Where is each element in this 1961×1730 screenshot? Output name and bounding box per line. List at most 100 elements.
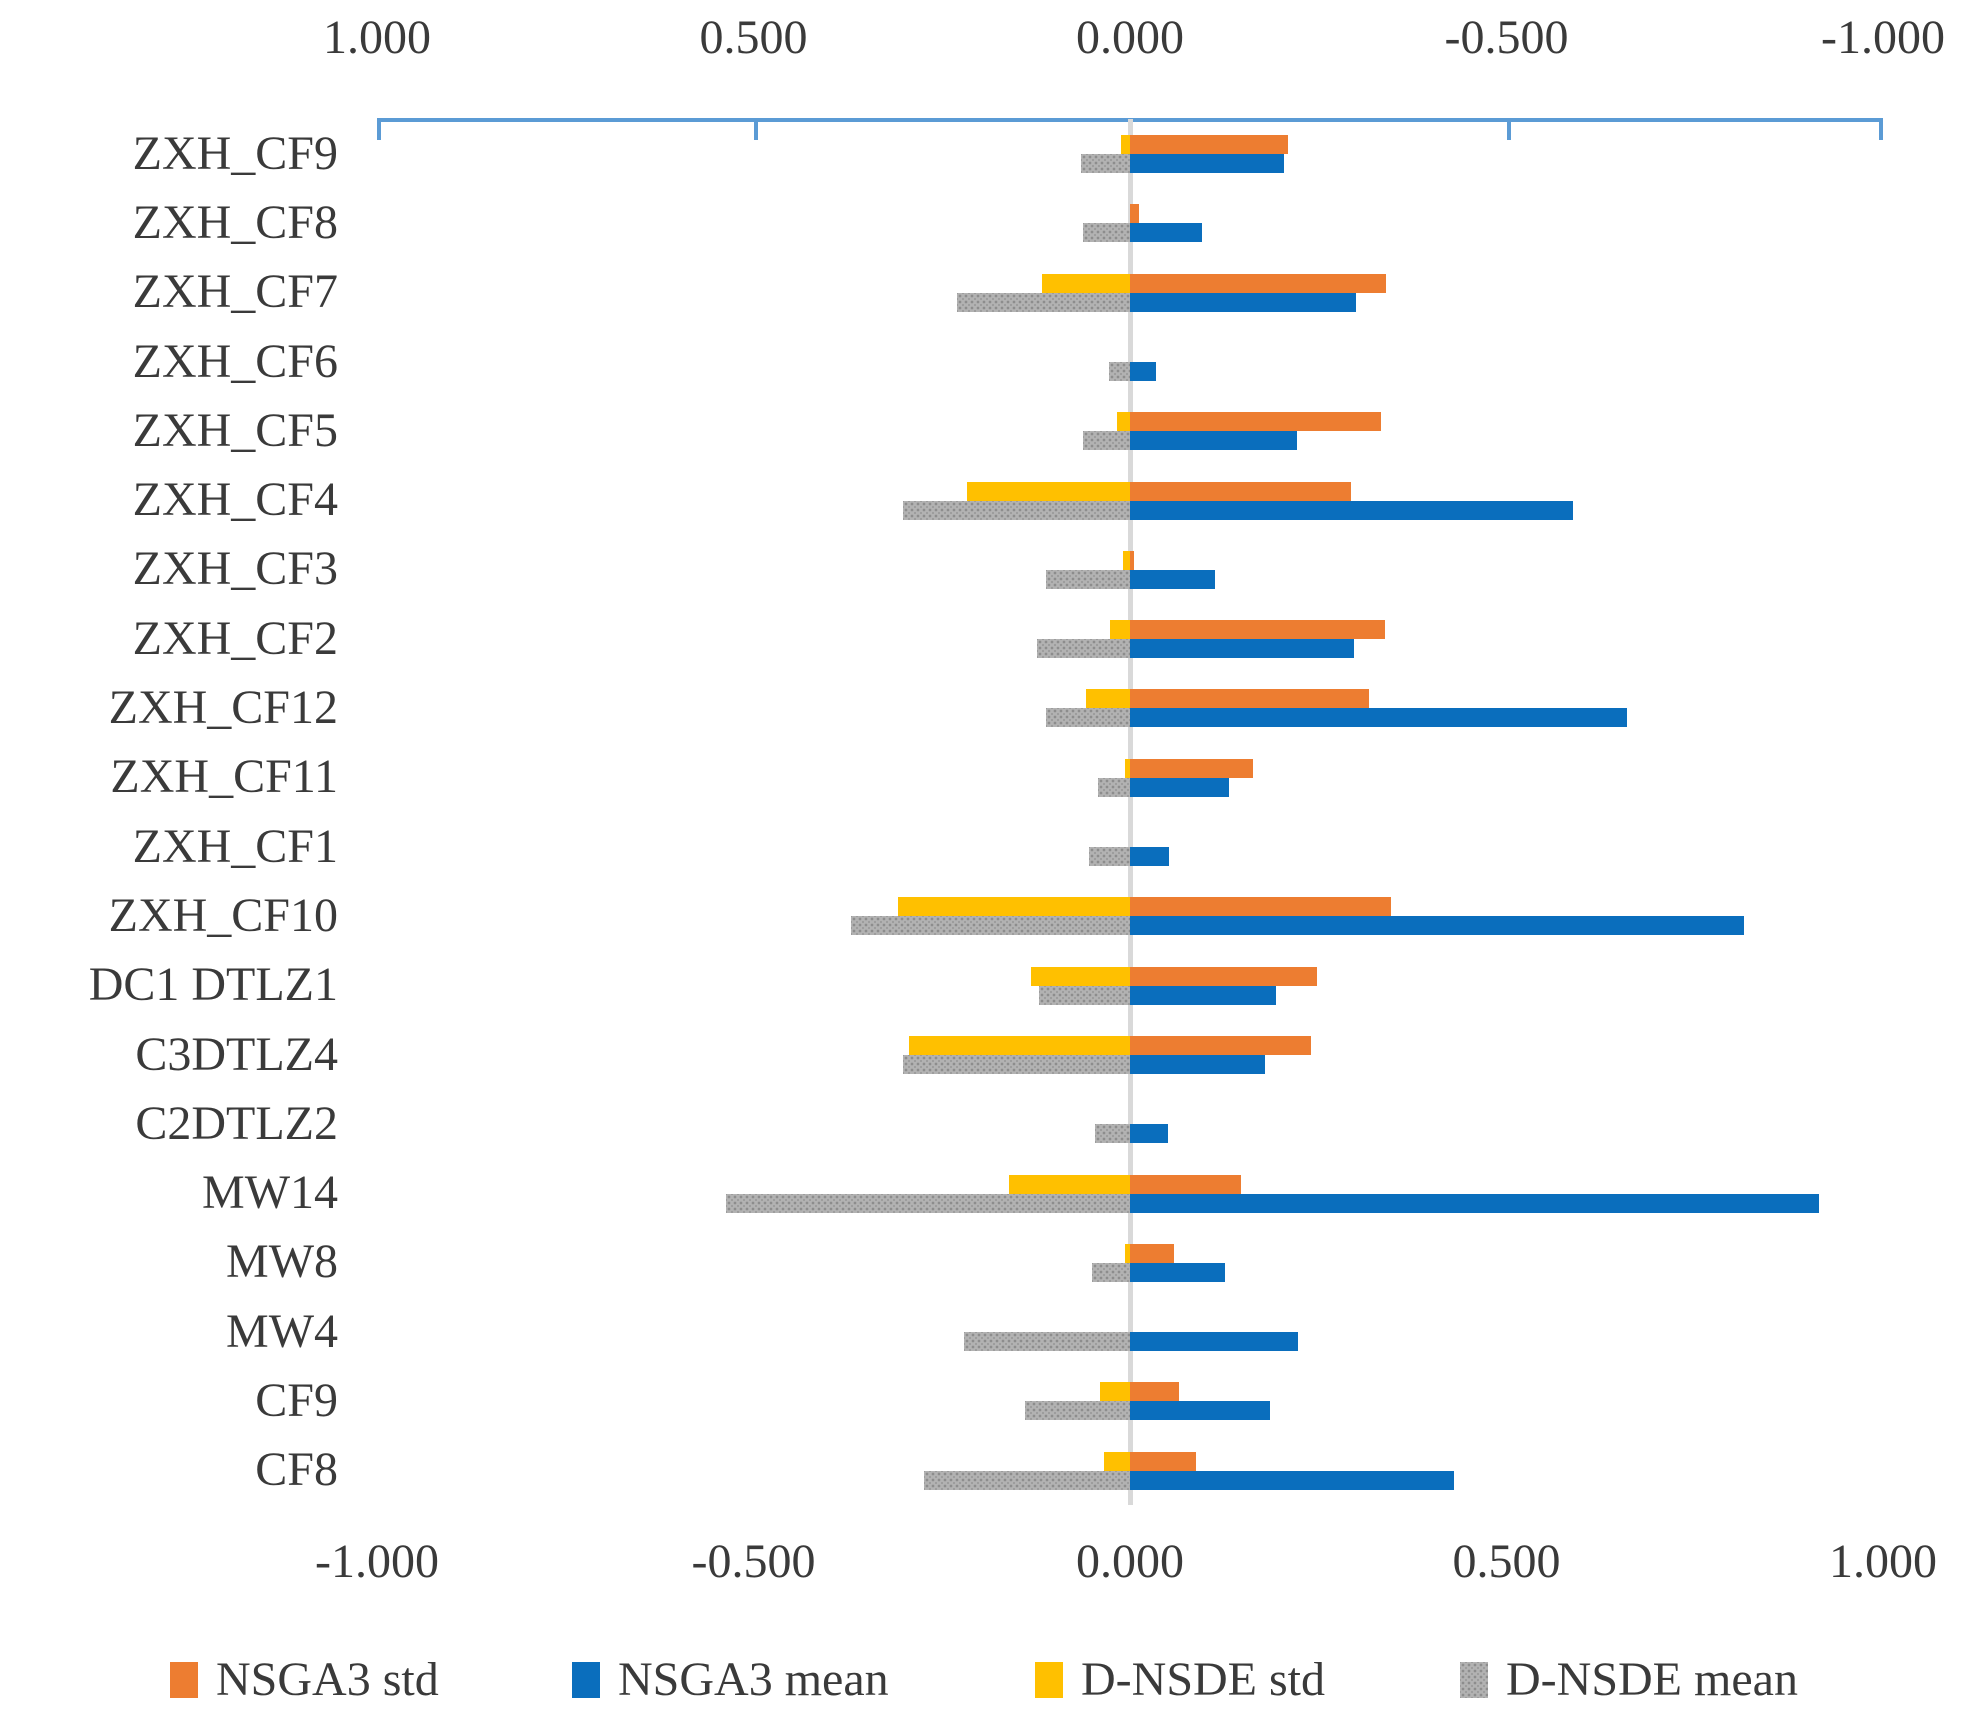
bar-d-nsde-std [898, 897, 1130, 917]
bar-d-nsde-std [1099, 1382, 1130, 1402]
top-axis-tick-label: -1.000 [1821, 11, 1945, 64]
category-label: CF9 [255, 1374, 338, 1427]
bar-d-nsde-mean [1098, 777, 1130, 797]
bar-nsga3-std [1130, 758, 1254, 778]
bar-d-nsde-mean [902, 1054, 1130, 1074]
bar-nsga3-std [1130, 689, 1370, 709]
bar-d-nsde-std [908, 1035, 1130, 1055]
bar-d-nsde-mean [1046, 569, 1130, 589]
bar-nsga3-std [1130, 550, 1134, 570]
bar-nsga3-std [1130, 1243, 1174, 1263]
category-label: ZXH_CF3 [132, 542, 338, 596]
bar-nsga3-mean [1130, 223, 1202, 243]
category-label: ZXH_CF12 [108, 681, 338, 734]
category-label: ZXH_CF4 [132, 473, 338, 527]
bar-nsga3-mean [1130, 1193, 1819, 1213]
legend-swatch [572, 1662, 600, 1698]
bar-nsga3-mean [1130, 1332, 1298, 1352]
bar-nsga3-mean [1130, 500, 1573, 520]
legend-label: NSGA3 std [216, 1653, 439, 1706]
legend-swatch [1035, 1662, 1063, 1698]
bar-nsga3-mean [1130, 777, 1230, 797]
category-label: ZXH_CF7 [132, 265, 338, 319]
bar-d-nsde-mean [1108, 361, 1130, 381]
bar-nsga3-mean [1130, 639, 1354, 659]
bar-d-nsde-std [1123, 550, 1130, 570]
bar-nsga3-mean [1130, 1401, 1271, 1421]
bar-d-nsde-mean [1088, 847, 1130, 866]
bar-nsga3-std [1130, 273, 1387, 293]
bar-d-nsde-mean [956, 292, 1130, 312]
category-label: ZXH_CF2 [132, 611, 338, 665]
bar-nsga3-mean [1130, 292, 1356, 312]
bar-d-nsde-std [1109, 620, 1130, 640]
bar-nsga3-std [1130, 135, 1289, 154]
bottom-axis-tick-label: 1.000 [1829, 1535, 1937, 1588]
bar-d-nsde-std [1041, 273, 1130, 293]
bar-nsga3-std [1130, 1174, 1241, 1194]
category-label: C2DTLZ2 [135, 1096, 338, 1150]
category-label: ZXH_CF11 [110, 750, 338, 804]
bar-nsga3-mean [1130, 431, 1298, 451]
category-label: ZXH_CF9 [132, 126, 338, 180]
top-axis-tick-label: 0.000 [1076, 11, 1184, 64]
bar-d-nsde-mean [1038, 985, 1130, 1005]
bar-d-nsde-mean [850, 916, 1130, 936]
bar-d-nsde-std [1124, 758, 1130, 778]
bar-nsga3-mean [1130, 847, 1170, 866]
bar-nsga3-mean [1130, 154, 1285, 173]
category-label: MW14 [202, 1166, 338, 1220]
top-axis-tick [377, 118, 381, 140]
bottom-axis-tick-label: 0.500 [1452, 1535, 1561, 1588]
legend-swatch [170, 1662, 198, 1698]
legend-label: NSGA3 mean [618, 1653, 889, 1706]
bar-nsga3-std [1130, 1451, 1196, 1471]
bar-d-nsde-std [1124, 1243, 1130, 1263]
top-axis-tick [753, 118, 758, 140]
category-label: MW8 [226, 1235, 338, 1289]
bar-d-nsde-std [1104, 1451, 1130, 1471]
bar-nsga3-mean [1130, 361, 1157, 381]
bar-d-nsde-mean [1082, 431, 1130, 451]
bar-d-nsde-mean [1036, 639, 1130, 659]
bar-d-nsde-mean [1081, 154, 1130, 173]
bottom-axis-tick-label: -0.500 [691, 1535, 816, 1588]
bar-nsga3-mean [1130, 1470, 1454, 1490]
bar-d-nsde-mean [903, 500, 1130, 520]
category-label: DC1 DTLZ1 [88, 958, 338, 1012]
bar-d-nsde-mean [1046, 708, 1130, 728]
bar-d-nsde-std [1008, 1174, 1130, 1194]
bar-nsga3-std [1130, 897, 1392, 917]
bar-d-nsde-mean [1083, 223, 1130, 243]
legend: NSGA3 std NSGA3 mean D-NSDE std D-NSDE mean [0, 1640, 1961, 1720]
bar-nsga3-std [1130, 1035, 1311, 1055]
bar-d-nsde-std [1086, 689, 1130, 709]
legend-label: D-NSDE mean [1506, 1653, 1798, 1706]
category-label: C3DTLZ4 [135, 1027, 338, 1081]
bar-nsga3-mean [1130, 985, 1277, 1005]
bar-nsga3-std [1130, 481, 1351, 501]
top-axis-tick [1506, 118, 1511, 140]
bar-nsga3-std [1130, 412, 1381, 432]
category-label: MW4 [226, 1304, 338, 1358]
bar-nsga3-mean [1130, 916, 1744, 936]
category-label: CF8 [255, 1443, 338, 1497]
bar-nsga3-std [1130, 620, 1386, 640]
bar-d-nsde-std [1117, 412, 1130, 432]
bar-nsga3-mean [1130, 708, 1627, 728]
bar-d-nsde-mean [726, 1193, 1130, 1213]
top-axis-tick [1879, 118, 1883, 140]
bar-d-nsde-std [966, 481, 1130, 501]
category-label: ZXH_CF10 [108, 888, 338, 942]
bar-d-nsde-std [1120, 135, 1130, 154]
legend-swatch [1460, 1662, 1488, 1698]
bar-d-nsde-std [1031, 966, 1130, 986]
bar-nsga3-std [1130, 204, 1140, 224]
zero-gridline [1128, 119, 1133, 1505]
bar-d-nsde-mean [923, 1470, 1130, 1490]
bottom-axis-tick-label: -1.000 [315, 1535, 439, 1588]
top-axis-tick-label: -0.500 [1444, 11, 1569, 64]
bar-d-nsde-mean [1025, 1401, 1130, 1421]
top-axis-tick-label: 1.000 [323, 11, 431, 64]
